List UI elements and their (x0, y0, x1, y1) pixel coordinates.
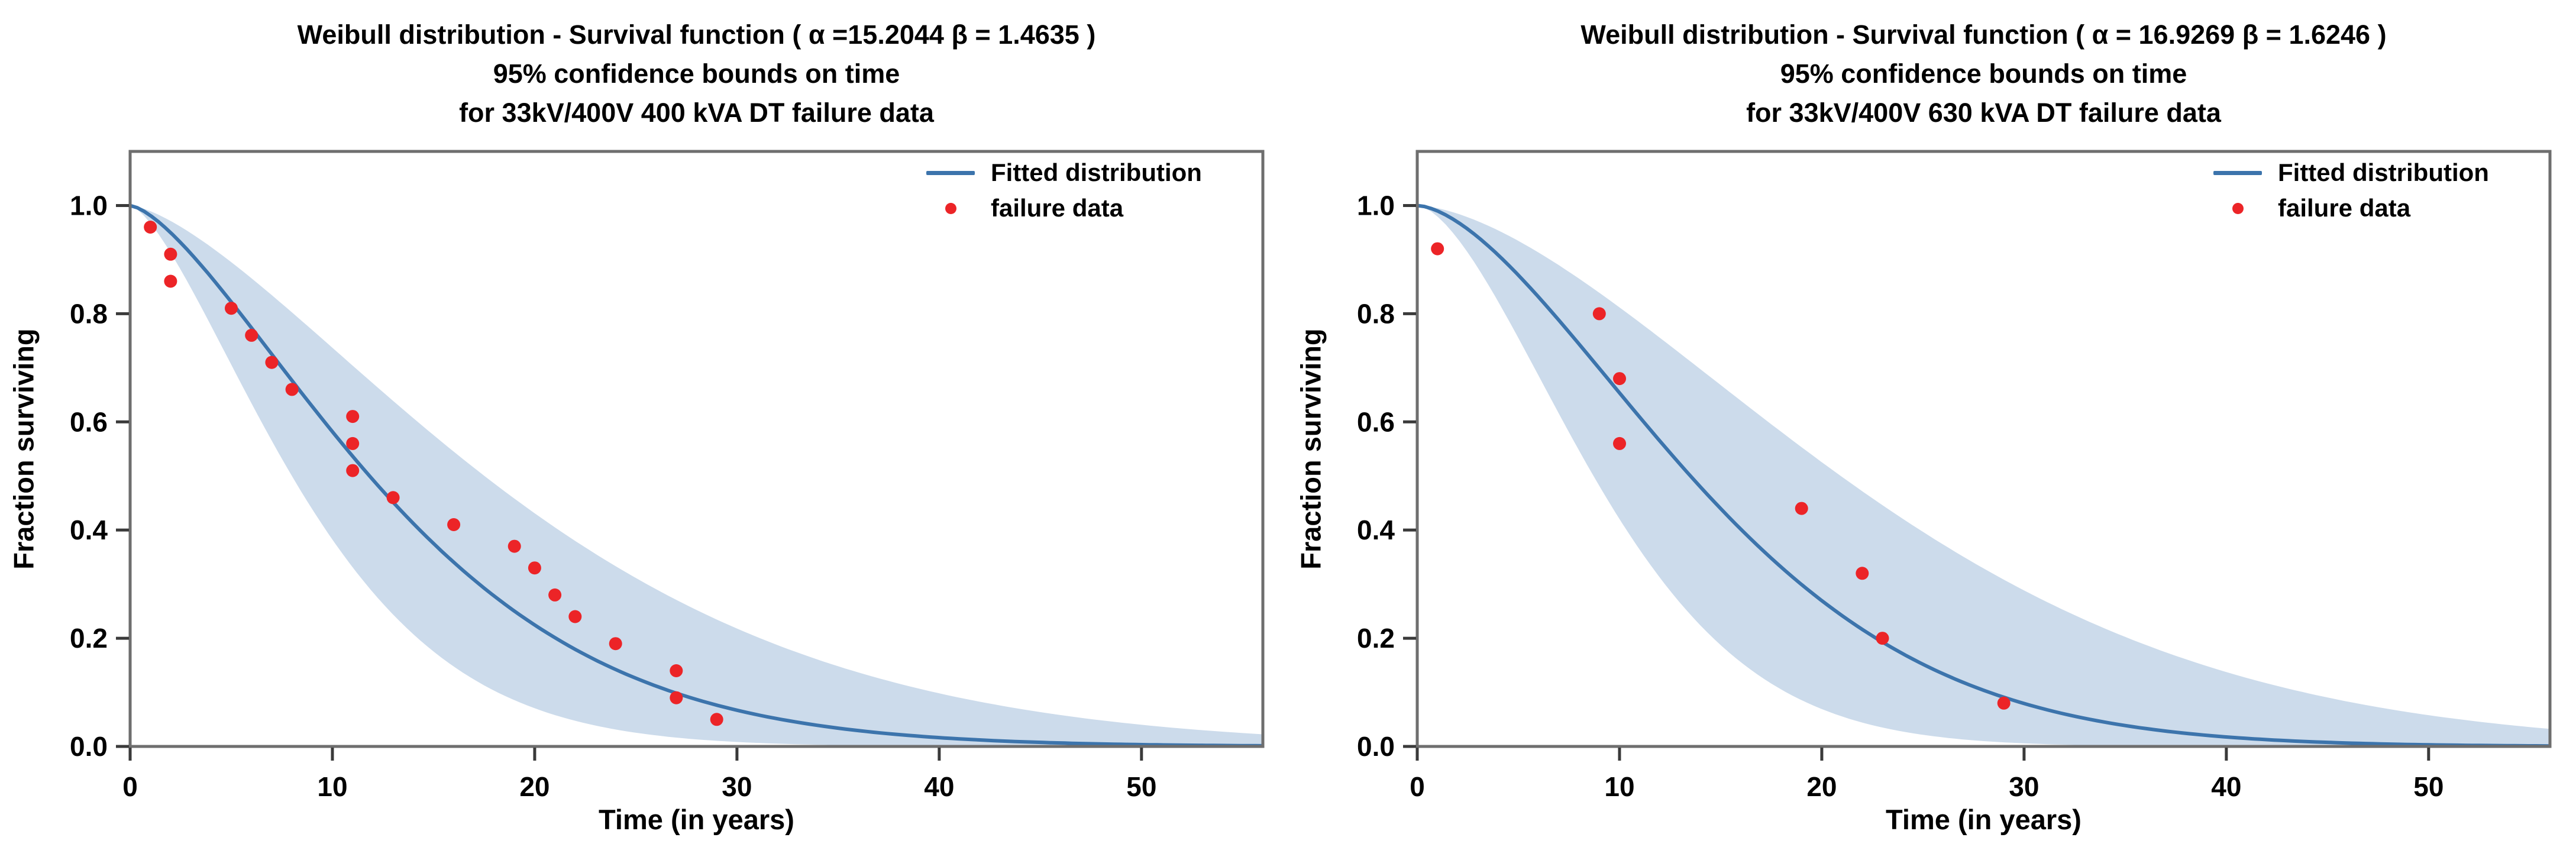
failure-data-point (670, 664, 683, 677)
fitted-line-icon (920, 170, 981, 175)
y-tick-label: 0.6 (70, 406, 108, 437)
fitted-curve (1417, 203, 2551, 748)
x-tick-label: 40 (924, 771, 954, 802)
chart-title: Weibull distribution - Survival function… (1417, 15, 2550, 132)
failure-data-point (1431, 242, 1444, 256)
title-line-2: 95% confidence bounds on time (1780, 59, 2187, 89)
x-axis-label: Time (in years) (1886, 804, 2082, 835)
failure-data-point (508, 539, 521, 553)
title-line-2: 95% confidence bounds on time (493, 59, 900, 89)
legend-item-failure: failure data (2207, 190, 2489, 226)
failure-data-point (548, 588, 562, 602)
failure-data-point (164, 274, 177, 288)
legend-label-fitted: Fitted distribution (2278, 159, 2489, 186)
y-tick-label: 0.8 (70, 298, 108, 329)
x-tick-label: 20 (519, 771, 550, 802)
legend: Fitted distribution failure data (2207, 155, 2489, 226)
y-tick-label: 0.0 (1357, 731, 1395, 762)
confidence-band (1417, 205, 2550, 746)
axes-frame (1415, 150, 2552, 748)
legend-label-fitted: Fitted distribution (991, 159, 1202, 186)
x-tick-label: 50 (1126, 771, 1156, 802)
legend-label-failure: failure data (2278, 194, 2411, 222)
legend: Fitted distribution failure data (920, 155, 1202, 226)
title-line-3: for 33kV/400V 630 kVA DT failure data (1746, 98, 2221, 128)
legend-item-fitted: Fitted distribution (920, 155, 1202, 190)
fitted-curve (130, 203, 1263, 748)
legend-item-failure: failure data (920, 190, 1202, 226)
failure-data-point (710, 713, 723, 726)
failure-data-point (1613, 372, 1626, 386)
chart-panel-630kva: 0 10 20 30 40 50 0.0 0.2 0.4 0.6 0.8 1.0 Weibull di… (1287, 0, 2575, 860)
failure-marker-icon (2207, 202, 2268, 214)
failure-data-point (1876, 632, 1889, 645)
failure-data-point (670, 691, 683, 704)
fitted-line-icon (2207, 170, 2268, 175)
failure-data-point (1856, 567, 1869, 580)
x-tick-label: 0 (1410, 771, 1425, 802)
confidence-band (130, 205, 1263, 746)
chart-title: Weibull distribution - Survival function… (130, 15, 1263, 132)
failure-data-point (245, 328, 258, 342)
y-tick-label: 0.0 (70, 731, 108, 762)
plot-canvas-400kva: 0 10 20 30 40 50 0.0 0.2 0.4 0.6 0.8 1.0 (70, 150, 1265, 802)
y-tick-label: 0.6 (1357, 406, 1395, 437)
failure-data-point (528, 561, 541, 575)
title-line-1: Weibull distribution - Survival function… (297, 20, 1096, 50)
x-tick-label: 50 (2413, 771, 2444, 802)
failure-data-point (1997, 696, 2011, 710)
chart-panel-400kva: 0 10 20 30 40 50 0.0 0.2 0.4 0.6 0.8 1.0 Weibull di… (8, 15, 1265, 835)
y-tick-label: 0.4 (70, 515, 108, 545)
failure-data-point (346, 410, 360, 423)
x-axis-label: Time (in years) (599, 804, 794, 835)
failure-data-point (386, 491, 400, 505)
title-line-1: Weibull distribution - Survival function… (1580, 20, 2387, 50)
y-tick-label: 0.4 (1357, 515, 1395, 545)
plot-canvas-630kva: 0 10 20 30 40 50 0.0 0.2 0.4 0.6 0.8 1.0 (1357, 150, 2552, 802)
y-tick-label: 0.2 (70, 623, 108, 654)
y-tick-label: 1.0 (70, 190, 108, 221)
y-axis-label: Fraction surviving (1295, 328, 1327, 570)
x-tick-label: 30 (2009, 771, 2039, 802)
legend-label-failure: failure data (991, 194, 1124, 222)
x-tick-label: 40 (2211, 771, 2241, 802)
failure-data-point (568, 610, 582, 623)
axes-frame (128, 150, 1265, 748)
failure-data-point (346, 437, 360, 450)
failure-data-point (265, 355, 279, 369)
legend-item-fitted: Fitted distribution (2207, 155, 2489, 190)
failure-data-point (346, 464, 360, 477)
failure-data-point (1795, 502, 1808, 515)
failure-data-point (144, 221, 157, 234)
failure-data-point (225, 302, 238, 315)
x-tick-label: 0 (122, 771, 138, 802)
x-tick-label: 10 (317, 771, 347, 802)
y-tick-label: 1.0 (1357, 190, 1395, 221)
y-axis-label: Fraction surviving (8, 328, 40, 570)
failure-data-point (1613, 437, 1626, 450)
y-tick-label: 0.2 (1357, 623, 1395, 654)
failure-marker-icon (920, 202, 981, 214)
failure-data-point (609, 637, 622, 651)
x-tick-label: 10 (1604, 771, 1634, 802)
failure-data-point (164, 247, 177, 261)
failure-data-point (1592, 307, 1606, 321)
failure-data-point (447, 518, 461, 531)
failure-data-point (285, 383, 299, 396)
y-tick-label: 0.8 (1357, 298, 1395, 329)
x-tick-label: 30 (722, 771, 752, 802)
title-line-3: for 33kV/400V 400 kVA DT failure data (459, 98, 934, 128)
x-tick-label: 20 (1806, 771, 1837, 802)
